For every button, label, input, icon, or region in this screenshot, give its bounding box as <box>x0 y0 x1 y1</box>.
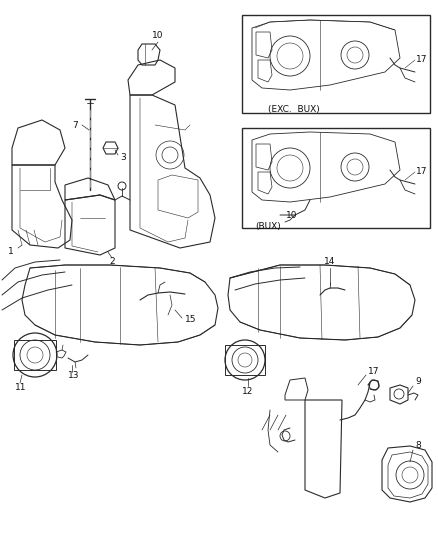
Text: 17: 17 <box>368 367 379 376</box>
Text: 12: 12 <box>242 387 254 397</box>
Text: 13: 13 <box>68 370 80 379</box>
Text: 2: 2 <box>109 257 115 266</box>
Text: (BUX): (BUX) <box>255 222 281 231</box>
Text: 9: 9 <box>415 377 421 386</box>
Text: 1: 1 <box>8 247 14 256</box>
Text: 14: 14 <box>324 257 336 266</box>
Text: 8: 8 <box>415 440 421 449</box>
Bar <box>242 15 430 113</box>
Text: 10: 10 <box>286 211 298 220</box>
Text: 3: 3 <box>120 154 126 163</box>
Text: 7: 7 <box>72 120 78 130</box>
Text: 15: 15 <box>185 316 197 325</box>
Text: 17: 17 <box>416 55 428 64</box>
Text: (EXC.  BUX): (EXC. BUX) <box>268 105 320 114</box>
Text: 17: 17 <box>416 167 428 176</box>
Bar <box>242 128 430 228</box>
Text: 10: 10 <box>152 30 164 39</box>
Text: 11: 11 <box>15 384 27 392</box>
